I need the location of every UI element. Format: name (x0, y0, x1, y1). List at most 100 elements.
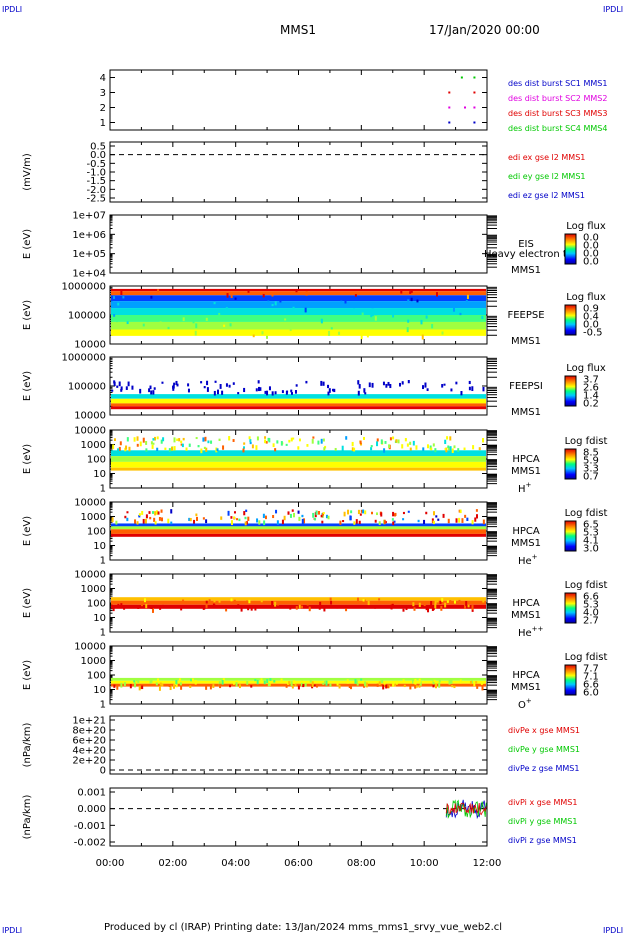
speckle (118, 381, 121, 387)
spectrogram-band (111, 403, 486, 407)
speckle (435, 292, 438, 297)
y-tick-label: 100 (87, 599, 106, 610)
speckle (440, 605, 443, 611)
speckle (318, 605, 321, 610)
panel-frame (109, 141, 488, 203)
speckle (220, 516, 223, 520)
speckle (265, 441, 268, 444)
y-tick-label: 1 (100, 628, 106, 639)
speckle (172, 684, 175, 689)
speckle (191, 678, 194, 682)
speckle (113, 380, 116, 384)
speckle (317, 440, 320, 445)
panel-frame (109, 787, 488, 847)
speckle (318, 510, 321, 515)
speckle (297, 685, 300, 690)
speckle (153, 387, 156, 390)
speckle (402, 511, 405, 515)
speckle (247, 606, 250, 611)
y-axis-label: E (eV) (22, 371, 33, 401)
speckle (219, 683, 222, 689)
speckle (161, 517, 164, 522)
speckle (471, 605, 474, 611)
species-label: O+ (518, 697, 532, 711)
speckle (392, 436, 395, 440)
speckle (348, 685, 351, 689)
data-point (473, 106, 476, 109)
speckle (115, 520, 118, 525)
speckle (194, 679, 197, 685)
panel-3: E (eV) 1e+07 1e+06 1e+05 1e+04 EIS MMS1 Heavy e… (22, 211, 606, 280)
speckle (320, 318, 323, 324)
speckle (468, 380, 471, 385)
y-tick-label: 0 (100, 766, 106, 777)
speckle (232, 681, 235, 685)
speckle (403, 684, 406, 688)
speckle (244, 516, 247, 520)
speckle (474, 517, 477, 522)
y-tick-label: 1000 (81, 512, 106, 523)
speckle (205, 604, 208, 608)
speckle (465, 300, 468, 304)
speckle (306, 444, 309, 447)
speckle (406, 327, 409, 333)
speckle (293, 512, 296, 518)
y-axis-label: E (eV) (22, 444, 33, 474)
speckle (117, 302, 120, 306)
speckle (235, 680, 238, 684)
speckle (216, 448, 219, 452)
y-tick-label: 1000000 (61, 282, 106, 293)
speckle (328, 330, 331, 336)
speckle (286, 390, 289, 393)
speckle (180, 684, 183, 690)
speckle (405, 605, 408, 611)
speckle (157, 678, 160, 682)
legend-entry: divPe x gse MMS1 (508, 726, 580, 735)
spectrogram-speckle (111, 380, 485, 396)
speckle (233, 516, 236, 520)
speckle (375, 512, 378, 516)
speckle (284, 318, 287, 321)
speckle (242, 448, 245, 453)
speckle (145, 448, 148, 452)
speckle (355, 519, 358, 524)
spectrogram-band (111, 450, 486, 457)
speckle (344, 299, 347, 304)
speckle (383, 448, 386, 453)
colorbar-title: Log fdist (565, 436, 608, 447)
speckle (443, 383, 446, 386)
speckle (425, 315, 428, 319)
speckle (154, 511, 157, 516)
speckle (482, 681, 485, 684)
speckle (358, 384, 361, 389)
spectrogram-speckle (113, 289, 485, 340)
speckle (209, 686, 212, 690)
speckle (447, 518, 450, 524)
speckle (341, 445, 344, 451)
speckle (273, 680, 276, 683)
speckle (176, 383, 179, 387)
y-tick-label: 100 (87, 527, 106, 538)
speckle (414, 683, 417, 689)
speckle (167, 518, 170, 524)
spectrogram (111, 436, 486, 471)
speckle (200, 448, 203, 454)
speckle (149, 516, 152, 520)
speckle (364, 510, 367, 515)
speckle (195, 323, 198, 329)
spectrogram-band (111, 456, 486, 462)
species-label: He++ (518, 625, 544, 639)
speckle (424, 385, 427, 388)
colorbar (564, 592, 577, 624)
speckle (115, 319, 118, 323)
speckle (238, 518, 241, 522)
speckle (188, 517, 191, 522)
spectrogram (111, 677, 486, 691)
speckle (271, 391, 274, 396)
colorbar-title: Log fdist (565, 652, 608, 663)
speckle (424, 382, 427, 387)
spacecraft-label: MMS1 (511, 682, 541, 693)
speckle (422, 385, 425, 390)
speckle (181, 443, 184, 448)
speckle (136, 521, 139, 525)
